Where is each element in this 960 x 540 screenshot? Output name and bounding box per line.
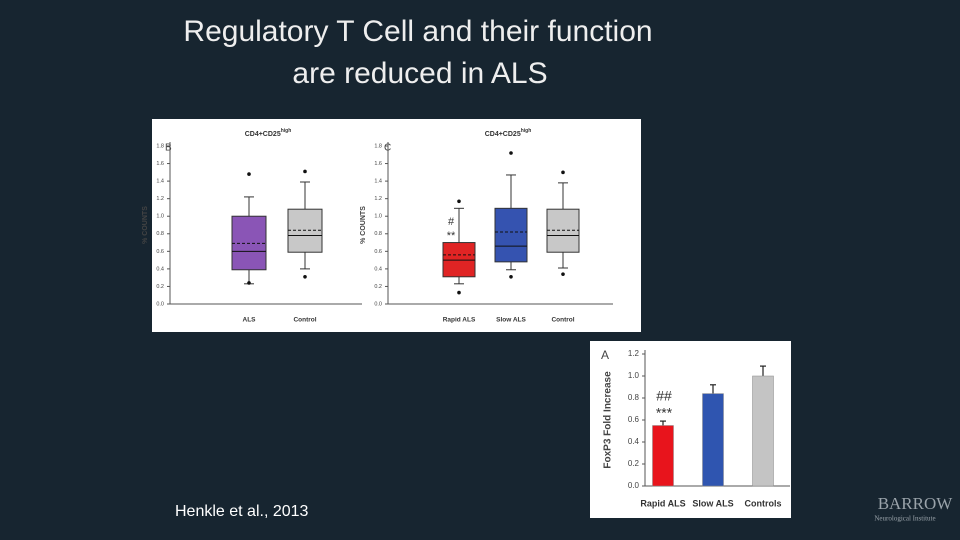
y-tick-label: 0.2 <box>628 459 640 468</box>
y-tick-label: 0.2 <box>374 284 382 290</box>
y-tick-label: 0.8 <box>374 231 382 237</box>
chart-title-sup: high <box>521 128 532 134</box>
y-tick-label: 0.6 <box>374 249 382 255</box>
y-tick-label: 0.4 <box>374 266 382 272</box>
y-axis-label: % COUNTS <box>142 206 149 244</box>
x-tick-label: Control <box>293 317 316 324</box>
y-tick-label: 0.6 <box>628 415 640 424</box>
bar <box>652 425 674 487</box>
panel-label: A <box>601 348 609 362</box>
annotation: ## <box>656 388 672 404</box>
annotation: *** <box>656 405 673 421</box>
y-tick-label: 1.4 <box>374 179 382 185</box>
x-tick-label: Controls <box>745 498 782 508</box>
y-tick-label: 1.4 <box>156 179 164 185</box>
y-tick-label: 1.6 <box>156 161 164 167</box>
y-tick-label: 1.2 <box>628 349 640 358</box>
chart-title: CD4+CD25high <box>485 128 532 138</box>
y-tick-label: 0.6 <box>156 249 164 255</box>
y-tick-label: 0.0 <box>374 301 382 307</box>
y-tick-label: 0.0 <box>628 481 640 490</box>
outlier <box>561 170 565 175</box>
y-tick-label: 1.8 <box>374 143 382 149</box>
logo-subtitle: Neurological Institute <box>874 515 935 523</box>
y-tick-label: 1.0 <box>374 214 382 220</box>
y-tick-label: 1.8 <box>156 143 164 149</box>
logo: BARROW <box>878 494 954 513</box>
slide-title: Regulatory T Cell and their function <box>183 15 652 48</box>
slide-title: are reduced in ALS <box>292 57 547 90</box>
outlier <box>509 151 513 155</box>
outlier <box>457 290 461 295</box>
chart-title: CD4+CD25high <box>245 128 292 138</box>
chart-title-main: CD4+CD25 <box>485 131 521 138</box>
y-axis-label: % COUNTS <box>360 206 367 244</box>
annotation: # <box>448 216 455 228</box>
x-tick-label: Control <box>551 317 574 324</box>
x-tick-label: ALS <box>243 317 257 324</box>
outlier <box>561 272 565 276</box>
bar <box>702 393 724 487</box>
y-tick-label: 1.6 <box>374 161 382 167</box>
box <box>494 207 528 263</box>
outlier <box>303 169 307 174</box>
outlier <box>457 199 461 204</box>
y-tick-label: 1.0 <box>156 214 164 220</box>
citation: Henkle et al., 2013 <box>175 503 309 520</box>
chart-title-sup: high <box>281 128 292 134</box>
x-tick-label: Slow ALS <box>692 498 733 508</box>
y-tick-label: 0.8 <box>628 393 640 402</box>
y-tick-label: 1.2 <box>156 196 164 202</box>
y-tick-label: 0.8 <box>156 231 164 237</box>
bar <box>752 375 774 487</box>
y-tick-label: 0.4 <box>156 266 164 272</box>
outlier <box>247 281 251 285</box>
charts: 0.0 0.2 0.4 0.6 0.8 1.0 1.2 1.4 1.6 1.8 ALS Control… <box>142 128 790 508</box>
y-tick-label: 1.0 <box>628 371 640 380</box>
x-tick-label: Slow ALS <box>496 317 526 324</box>
outlier <box>247 172 251 176</box>
panel-label: B <box>165 143 172 154</box>
chart-title-main: CD4+CD25 <box>245 131 281 138</box>
y-tick-label: 0.4 <box>628 437 640 446</box>
x-tick-label: Rapid ALS <box>443 317 476 324</box>
panel-label: C <box>384 143 391 154</box>
y-axis-label: FoxP3 Fold Increase <box>603 371 614 469</box>
y-tick-label: 0.0 <box>156 301 164 307</box>
y-tick-label: 1.2 <box>374 196 382 202</box>
annotation: ** <box>447 230 456 242</box>
y-tick-label: 0.2 <box>156 284 164 290</box>
x-tick-label: Rapid ALS <box>640 498 685 508</box>
outlier <box>303 274 307 279</box>
outlier <box>509 274 513 279</box>
